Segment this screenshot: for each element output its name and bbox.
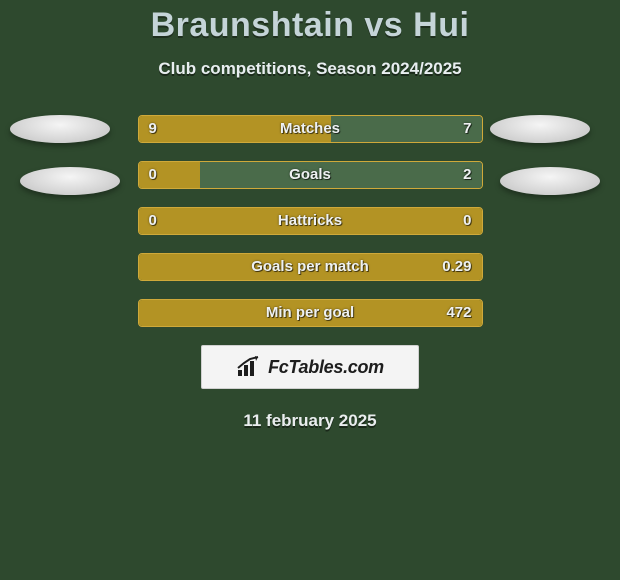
stat-value-right: 2 — [463, 162, 471, 188]
page-title: Braunshtain vs Hui — [0, 6, 620, 45]
stat-bar: Goals 0 2 — [138, 161, 483, 189]
stat-value-right: 472 — [446, 300, 471, 326]
avatar-right-2 — [500, 167, 600, 195]
stat-bar: Hattricks 0 0 — [138, 207, 483, 235]
stat-value-right: 7 — [463, 116, 471, 142]
brand-logo: FcTables.com — [201, 345, 419, 389]
stat-label: Goals per match — [251, 254, 369, 280]
chart-icon — [236, 356, 262, 378]
stat-value-left: 0 — [149, 162, 157, 188]
avatar-right-1 — [490, 115, 590, 143]
stat-value-right: 0 — [463, 208, 471, 234]
stat-value-left: 9 — [149, 116, 157, 142]
comparison-card: Braunshtain vs Hui Club competitions, Se… — [0, 0, 620, 431]
bar-list: Matches 9 7 Goals 0 2 Hattricks 0 0 Goals per mat… — [138, 115, 483, 327]
stat-bar: Goals per match 0.29 — [138, 253, 483, 281]
brand-text: FcTables.com — [268, 357, 384, 378]
avatar-left-1 — [10, 115, 110, 143]
stat-bar: Min per goal 472 — [138, 299, 483, 327]
stat-bar: Matches 9 7 — [138, 115, 483, 143]
stat-label: Min per goal — [266, 300, 354, 326]
avatar-left-2 — [20, 167, 120, 195]
chart-stage: Matches 9 7 Goals 0 2 Hattricks 0 0 Goals per mat… — [0, 115, 620, 327]
stat-label: Matches — [280, 116, 340, 142]
date-text: 11 february 2025 — [0, 411, 620, 431]
stat-value-right: 0.29 — [442, 254, 471, 280]
stat-value-left: 0 — [149, 208, 157, 234]
seg-right — [331, 116, 482, 142]
subtitle: Club competitions, Season 2024/2025 — [0, 59, 620, 79]
stat-label: Hattricks — [278, 208, 342, 234]
seg-right — [200, 162, 481, 188]
stat-label: Goals — [289, 162, 331, 188]
